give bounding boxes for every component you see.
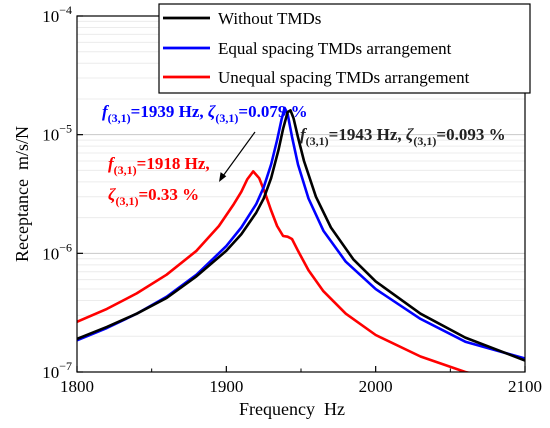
annotation-equal-spacing: f(3,1)=1939 Hz, ζ(3,1)=0.079 % bbox=[102, 102, 308, 125]
annotation-without-tmds: f(3,1)=1943 Hz, ζ(3,1)=0.093 % bbox=[300, 125, 506, 148]
annotation-unequal-f-symbol: f bbox=[108, 154, 116, 173]
annotation-without-f-value: =1943 Hz, bbox=[329, 125, 406, 144]
legend: Without TMDs Equal spacing TMDs arrangem… bbox=[158, 3, 531, 94]
y-tick-label: 10−5 bbox=[42, 122, 72, 145]
legend-label-equal-spacing: Equal spacing TMDs arrangement bbox=[218, 39, 452, 58]
y-tick-label-base: 10 bbox=[42, 7, 59, 26]
y-tick-label-exponent: −7 bbox=[59, 359, 72, 373]
annotation-equal-zeta-value: =0.079 % bbox=[238, 102, 307, 121]
legend-box bbox=[158, 3, 531, 94]
ticks bbox=[76, 15, 526, 373]
annotation-without-f-subscript: (3,1) bbox=[306, 134, 329, 148]
x-tick-label: 1800 bbox=[60, 377, 94, 396]
x-tick-label: 2000 bbox=[359, 377, 393, 396]
y-tick-label-exponent: −5 bbox=[59, 122, 72, 136]
x-tick-label: 1900 bbox=[209, 377, 243, 396]
series-group bbox=[77, 106, 525, 372]
annotation-unequal-f-value: =1918 Hz, bbox=[137, 154, 210, 173]
y-axis-label: Receptance m/s/N bbox=[12, 126, 32, 262]
y-tick-label-base: 10 bbox=[42, 126, 59, 145]
annotation-arrow bbox=[222, 131, 256, 177]
annotation-unequal-zeta-symbol: ζ bbox=[108, 185, 116, 204]
legend-label-unequal-spacing: Unequal spacing TMDs arrangement bbox=[218, 68, 470, 87]
annotation-unequal-zeta-subscript: (3,1) bbox=[116, 194, 139, 208]
y-tick-label: 10−6 bbox=[42, 240, 72, 263]
x-tick-label: 2100 bbox=[508, 377, 542, 396]
x-tick-labels: 1800 1900 2000 2100 bbox=[60, 377, 542, 396]
annotation-equal-f-value: =1939 Hz, bbox=[131, 102, 208, 121]
annotation-unequal-line1: f(3,1)=1918 Hz, bbox=[108, 154, 210, 177]
annotation-arrowhead bbox=[219, 172, 227, 182]
annotation-equal-zeta-subscript: (3,1) bbox=[215, 111, 238, 125]
annotation-unequal-line2: ζ(3,1)=0.33 % bbox=[108, 185, 199, 208]
annotation-equal-f-symbol: f bbox=[102, 102, 110, 121]
annotation-without-zeta-symbol: ζ bbox=[406, 125, 414, 144]
annotation-without-zeta-subscript: (3,1) bbox=[413, 134, 436, 148]
annotation-without-zeta-value: =0.093 % bbox=[436, 125, 505, 144]
annotation-without-f-symbol: f bbox=[300, 125, 308, 144]
series-line-unequal-spacing-tmds-arrangement bbox=[77, 170, 472, 372]
legend-label-without-tmds: Without TMDs bbox=[218, 9, 321, 28]
annotation-equal-f-subscript: (3,1) bbox=[108, 111, 131, 125]
annotation-unequal-f-subscript: (3,1) bbox=[114, 163, 137, 177]
x-axis-label: Frequency Hz bbox=[239, 399, 345, 419]
y-tick-label-base: 10 bbox=[42, 244, 59, 263]
y-tick-label-base: 10 bbox=[42, 363, 59, 382]
y-tick-label: 10−4 bbox=[42, 3, 72, 26]
series-line-without-tmds bbox=[77, 109, 525, 362]
y-tick-labels: 10−710−610−510−4 bbox=[42, 3, 72, 382]
annotation-unequal-zeta-value: =0.33 % bbox=[139, 185, 200, 204]
y-tick-label-exponent: −4 bbox=[59, 3, 72, 17]
y-tick-label: 10−7 bbox=[42, 359, 72, 382]
y-tick-label-exponent: −6 bbox=[59, 240, 72, 254]
annotation-equal-zeta-symbol: ζ bbox=[208, 102, 216, 121]
